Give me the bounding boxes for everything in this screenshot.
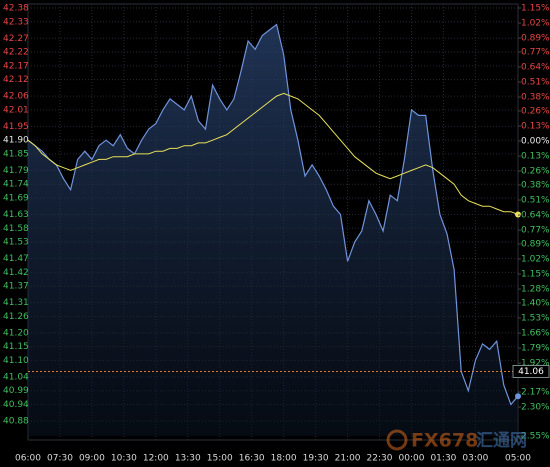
y-tick-label: 42.22 [3,48,29,58]
y-tick-label: 42.12 [3,75,29,85]
y-tick-label: 42.01 [3,105,29,115]
y-tick-label: 41.20 [3,328,29,338]
y2-tick-label: 1.66% [521,329,550,339]
y-tick-label: 41.58 [3,224,29,234]
y2-tick-label: 0.64% [521,62,550,72]
y2-tick-label: 2.30% [521,403,550,413]
y-tick-label: 41.79 [3,166,29,176]
x-tick-label: 09:00 [79,454,105,464]
y-tick-label: 41.69 [3,193,29,203]
y2-tick-label: 0.77% [521,47,550,57]
y2-tick-label: 1.40% [521,298,550,308]
price-line [27,23,519,406]
y2-tick-label: 0.51% [521,78,550,88]
price-area [28,24,518,436]
y2-tick-label: 1.79% [521,344,550,354]
y2-tick-label: 0.13% [521,152,550,162]
y2-tick-label: 0.64% [521,211,550,221]
y-tick-label: 42.06 [3,92,29,102]
x-tick-label: 21:00 [335,454,361,464]
y2-tick-label: 0.13% [521,121,550,131]
x-tick-label: 22:30 [367,454,393,464]
y-tick-label: 41.85 [3,149,29,159]
x-tick-label: 10:30 [111,454,137,464]
watermark-brand: FX678 [411,430,478,452]
x-tick-label: 13:30 [175,454,201,464]
y2-tick-label: 0.00% [521,137,550,147]
x-tick-label: 15:00 [207,454,233,464]
y-tick-label: 40.99 [3,386,29,396]
y-tick-label: 41.10 [3,356,29,366]
y-tick-label: 41.90 [3,136,29,146]
y2-tick-label: 1.92% [521,359,550,369]
watermark-logo [386,429,408,451]
x-tick-label: 07:30 [47,454,73,464]
y2-tick-label: 0.38% [521,93,550,103]
average-line [27,92,519,215]
end-dot [515,393,521,400]
y2-tick-label: 2.17% [521,388,550,398]
labels: 42.38 42.33 42.27 42.22 42.17 42.12 42.06 42.01… [3,4,550,464]
x-tick-label: 18:00 [271,454,297,464]
y-tick-label: 41.74 [3,180,29,190]
y2-tick-label: 0.26% [521,106,550,116]
x-tick-label: 16:30 [239,454,265,464]
x-tick-label: 19:30 [303,454,329,464]
y-tick-label: 41.26 [3,312,29,322]
y2-tick-label: 1.02% [521,19,550,29]
watermark: FX678 汇通网 [386,429,527,452]
current-price-box [512,365,550,378]
y-tick-label: 42.38 [3,4,29,14]
y-tick-label: 42.33 [3,17,29,27]
y-tick-label: 42.17 [3,61,29,71]
end-dot [515,211,521,218]
x-tick-label: 06:00 [15,454,41,464]
x-tick-label: 00:00 [399,454,425,464]
x-tick-label: 03:00 [462,454,488,464]
y-tick-label: 41.04 [3,372,29,382]
y2-tick-label: 1.53% [521,314,550,324]
y-tick-label: 41.63 [3,210,29,220]
y-tick-label: 41.15 [3,342,29,352]
y-tick-label: 42.27 [3,34,29,44]
watermark-name: 汇通网 [476,431,527,451]
y-tick-label: 40.88 [3,417,29,427]
x-tick-label: 05:00 [505,454,531,464]
y-tick-label: 41.53 [3,238,29,248]
y2-tick-label: 0.77% [521,226,550,236]
y-tick-label: 41.37 [3,282,29,292]
y-tick-label: 40.94 [3,400,29,410]
y2-tick-label: 1.28% [521,285,550,295]
current-price-label: 41.06 [518,367,544,377]
y-tick-label: 41.47 [3,254,29,264]
y2-tick-label: 2.55% [521,432,550,442]
y2-tick-label: 1.02% [521,255,550,265]
y2-tick-label: 0.51% [521,196,550,206]
y2-tick-label: 0.26% [521,167,550,177]
y2-tick-label: 0.89% [521,239,550,249]
x-tick-label: 01:30 [430,454,456,464]
y2-tick-label: 0.89% [521,34,550,44]
y-tick-label: 41.31 [3,298,29,308]
x-tick-label: 12:00 [143,454,169,464]
y2-tick-label: 0.38% [521,180,550,190]
y2-tick-label: 1.15% [521,4,550,14]
y-tick-label: 41.42 [3,268,29,278]
y2-tick-label: 1.15% [521,270,550,280]
plot [27,23,521,436]
y-tick-label: 41.95 [3,122,29,132]
